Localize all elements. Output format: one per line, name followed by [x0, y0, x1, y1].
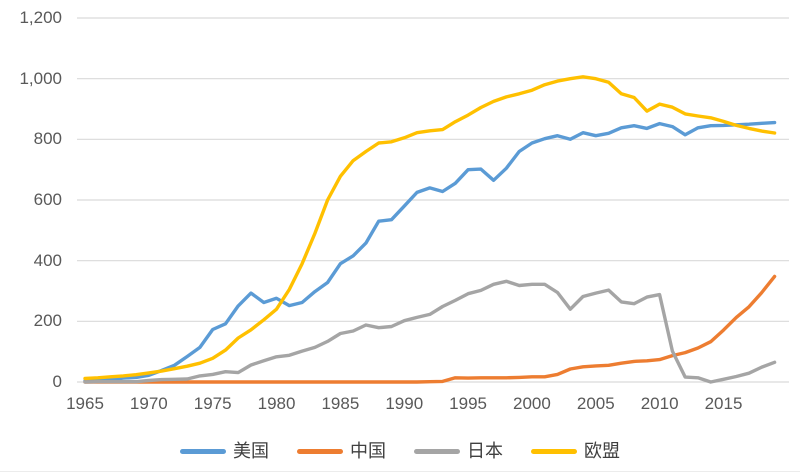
y-axis-label: 400: [33, 250, 62, 270]
legend-item-3: 欧盟: [531, 441, 620, 461]
legend-label: 欧盟: [584, 441, 620, 461]
y-axis-label: 200: [33, 311, 62, 331]
x-axis-label: 2000: [513, 394, 551, 413]
x-axis-label: 2005: [576, 394, 615, 413]
legend-swatch-icon: [531, 448, 577, 454]
series-line-1: [83, 274, 777, 384]
y-axis-label: 1,000: [19, 68, 62, 88]
legend-swatch-icon: [297, 448, 343, 454]
x-axis-label: 1995: [449, 394, 487, 413]
legend-item-1: 中国: [297, 441, 386, 461]
legend-label: 日本: [467, 441, 503, 461]
y-axis-label: 600: [33, 190, 62, 209]
y-axis-label: 800: [33, 129, 62, 149]
bottom-divider: [0, 471, 800, 472]
x-axis-label: 1970: [129, 394, 168, 413]
x-axis-label: 2015: [704, 394, 743, 413]
y-axis-label: 1,200: [19, 8, 62, 27]
legend-swatch-icon: [414, 448, 460, 454]
x-axis-label: 1980: [257, 394, 296, 413]
series-line-3: [83, 75, 777, 381]
legend: 美国 中国 日本 欧盟: [0, 441, 800, 461]
x-axis-label: 2010: [640, 394, 679, 413]
legend-label: 中国: [350, 441, 386, 461]
x-axis-label: 1985: [321, 394, 360, 413]
legend-item-0: 美国: [180, 441, 269, 461]
y-axis-label: 0: [52, 372, 62, 391]
series-line-0: [83, 120, 777, 383]
series-line-2: [83, 279, 777, 384]
legend-swatch-icon: [180, 448, 226, 454]
legend-item-2: 日本: [414, 441, 503, 461]
legend-label: 美国: [233, 441, 269, 461]
x-axis-label: 1990: [385, 394, 424, 413]
x-axis-label: 1965: [66, 394, 104, 413]
x-axis-label: 1975: [193, 394, 232, 413]
plot-area: [77, 17, 789, 384]
